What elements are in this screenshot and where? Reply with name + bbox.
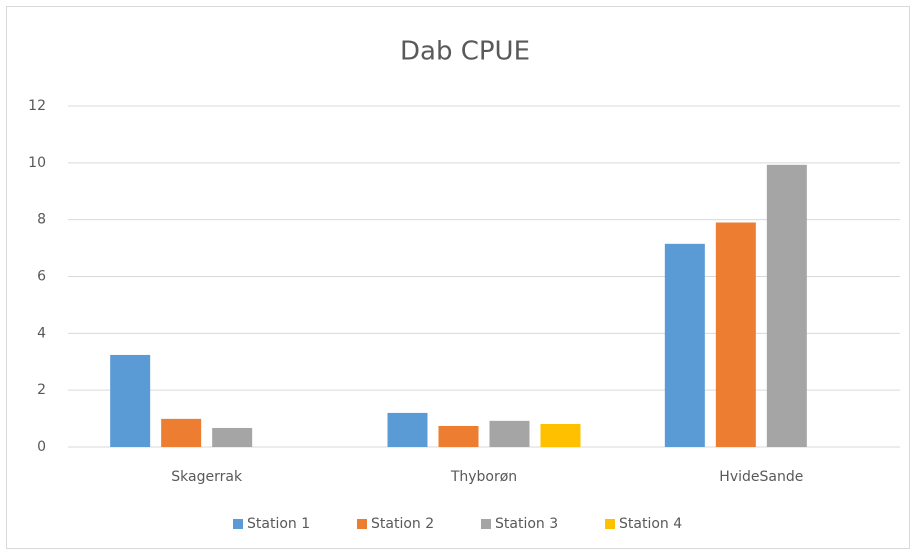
x-tick-label: Skagerrak bbox=[171, 469, 243, 485]
bar bbox=[489, 420, 530, 447]
bar bbox=[766, 164, 807, 447]
bar bbox=[387, 412, 428, 447]
chart-title: Dab CPUE bbox=[400, 37, 530, 67]
bar bbox=[540, 423, 581, 447]
y-tick-label: 0 bbox=[37, 439, 46, 455]
y-tick-label: 6 bbox=[37, 269, 46, 285]
y-tick-label: 8 bbox=[37, 212, 46, 228]
bar bbox=[212, 427, 253, 447]
legend-label: Station 2 bbox=[371, 516, 434, 532]
x-tick-label: HvideSande bbox=[719, 469, 803, 485]
legend-swatch bbox=[233, 519, 243, 529]
y-tick-label: 12 bbox=[28, 98, 46, 114]
bar bbox=[715, 222, 756, 447]
legend-swatch bbox=[357, 519, 367, 529]
chart-border bbox=[6, 6, 910, 549]
bar bbox=[161, 418, 202, 447]
x-tick-label: Thyborøn bbox=[450, 469, 517, 485]
legend-label: Station 1 bbox=[247, 516, 310, 532]
bar bbox=[438, 425, 479, 447]
bar bbox=[664, 243, 705, 447]
bar bbox=[110, 354, 151, 447]
y-tick-label: 4 bbox=[37, 325, 46, 341]
y-tick-label: 2 bbox=[37, 382, 46, 398]
y-tick-label: 10 bbox=[28, 155, 46, 171]
legend-swatch bbox=[605, 519, 615, 529]
legend-label: Station 4 bbox=[619, 516, 682, 532]
legend-swatch bbox=[481, 519, 491, 529]
legend-label: Station 3 bbox=[495, 516, 558, 532]
